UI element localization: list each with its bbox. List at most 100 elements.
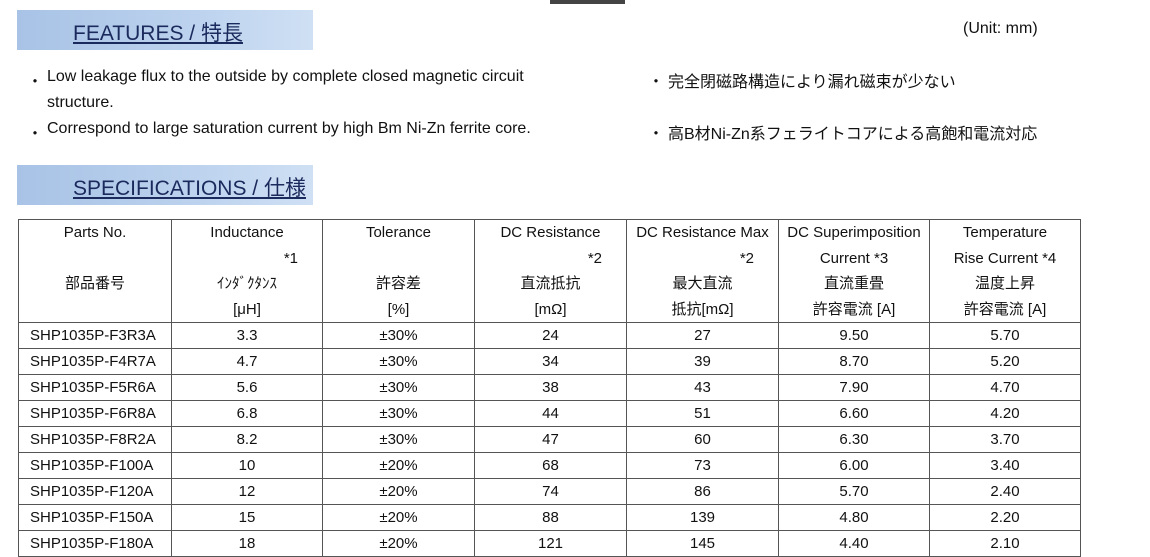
cell: ±30% <box>322 400 475 427</box>
section-title: FEATURES / 特長 <box>73 22 243 45</box>
header-text: 抵抗[mΩ] <box>671 300 734 318</box>
header-text: *1 <box>283 249 298 267</box>
cell: 4.80 <box>778 504 930 531</box>
feature-ja: ・完全閉磁路構造により漏れ磁束が少ない <box>648 68 956 92</box>
header-cell: Tolerance 許容差 [%] <box>322 219 475 323</box>
cell: 3.40 <box>929 452 1081 479</box>
cell: 121 <box>474 530 627 557</box>
cell: 44 <box>474 400 627 427</box>
cell: ±30% <box>322 348 475 375</box>
feature-en: ・ Correspond to large saturation current … <box>27 120 531 143</box>
header-text: *2 <box>739 249 754 267</box>
data-row: SHP1035P-F5R6A 5.6 ±30% 38 43 7.90 4.70 <box>18 374 1081 401</box>
header-text: Tolerance <box>365 224 432 241</box>
cell: 38 <box>474 374 627 401</box>
cell: 3.3 <box>171 322 323 349</box>
header-row: Parts No. 部品番号 Inductance *1 ｲﾝﾀﾞｸﾀﾝｽ [μH] Tol… <box>18 219 1081 323</box>
data-row: SHP1035P-F4R7A 4.7 ±30% 34 39 8.70 5.20 <box>18 348 1081 375</box>
cell: 2.20 <box>929 504 1081 531</box>
part-number: SHP1035P-F100A <box>18 452 172 479</box>
header-text: 温度上昇 <box>974 275 1035 292</box>
cell: 6.30 <box>778 426 930 453</box>
bullet: ・ <box>648 126 665 143</box>
cell: 18 <box>171 530 323 557</box>
cell: 39 <box>626 348 779 375</box>
cell: 12 <box>171 478 323 505</box>
cell: 10 <box>171 452 323 479</box>
feature-text: 高B材Ni-Zn系フェライトコアによる高飽和電流対応 <box>668 126 1038 143</box>
part-number: SHP1035P-F5R6A <box>18 374 172 401</box>
header-text: Inductance <box>210 224 284 241</box>
cell: 6.8 <box>171 400 323 427</box>
cell: 5.70 <box>929 322 1081 349</box>
image-fragment <box>550 0 625 4</box>
cell: 9.50 <box>778 322 930 349</box>
cell: 145 <box>626 530 779 557</box>
cell: 8.70 <box>778 348 930 375</box>
cell: 8.2 <box>171 426 323 453</box>
header-text: [%] <box>387 300 410 318</box>
header-text: DC Superimposition <box>787 224 921 241</box>
cell: 4.20 <box>929 400 1081 427</box>
blank-line <box>19 246 171 272</box>
cell: 6.00 <box>778 452 930 479</box>
feature-en: structure. <box>47 94 114 112</box>
header-cell: DC Superimposition Current *3 直流重畳 許容電流 [A] <box>778 219 930 323</box>
header-text: DC Resistance <box>500 224 601 241</box>
bullet: ・ <box>648 74 665 91</box>
header-cell: DC Resistance Max *2 最大直流 抵抗[mΩ] <box>626 219 779 323</box>
header-cell: Temperature Rise Current *4 温度上昇 許容電流 [A] <box>929 219 1081 323</box>
cell: 139 <box>626 504 779 531</box>
cell: 7.90 <box>778 374 930 401</box>
feature-text: Low leakage flux to the outside by compl… <box>47 68 524 85</box>
feature-text: Correspond to large saturation current b… <box>47 120 531 137</box>
cell: ±20% <box>322 530 475 557</box>
part-number: SHP1035P-F6R8A <box>18 400 172 427</box>
cell: 51 <box>626 400 779 427</box>
header-text: Parts No. <box>63 224 127 241</box>
cell: 5.20 <box>929 348 1081 375</box>
header-text: *2 <box>587 249 602 267</box>
section-title: SPECIFICATIONS / 仕様 <box>73 177 306 200</box>
cell: 88 <box>474 504 627 531</box>
feature-ja: ・高B材Ni-Zn系フェライトコアによる高飽和電流対応 <box>648 120 1038 144</box>
feature-text: structure. <box>47 94 114 111</box>
data-row: SHP1035P-F180A 18 ±20% 121 145 4.40 2.10 <box>18 530 1081 557</box>
cell: 34 <box>474 348 627 375</box>
cell: 4.70 <box>929 374 1081 401</box>
part-number: SHP1035P-F3R3A <box>18 322 172 349</box>
cell: 24 <box>474 322 627 349</box>
section-header: FEATURES / 特長 <box>17 10 313 50</box>
spec-table: Parts No. 部品番号 Inductance *1 ｲﾝﾀﾞｸﾀﾝｽ [μH] Tol… <box>18 219 1081 557</box>
header-text: 部品番号 <box>64 275 125 292</box>
blank-line <box>19 297 171 323</box>
part-number: SHP1035P-F4R7A <box>18 348 172 375</box>
cell: 73 <box>626 452 779 479</box>
header-text: 直流抵抗 <box>520 275 581 292</box>
cell: 74 <box>474 478 627 505</box>
cell: 5.70 <box>778 478 930 505</box>
part-number: SHP1035P-F180A <box>18 530 172 557</box>
data-row: SHP1035P-F150A 15 ±20% 88 139 4.80 2.20 <box>18 504 1081 531</box>
part-number: SHP1035P-F150A <box>18 504 172 531</box>
data-row: SHP1035P-F8R2A 8.2 ±30% 47 60 6.30 3.70 <box>18 426 1081 453</box>
cell: ±30% <box>322 322 475 349</box>
cell: 43 <box>626 374 779 401</box>
header-text: DC Resistance Max <box>636 224 769 241</box>
data-row: SHP1035P-F6R8A 6.8 ±30% 44 51 6.60 4.20 <box>18 400 1081 427</box>
cell: 5.6 <box>171 374 323 401</box>
blank-line <box>323 246 474 272</box>
section-header: SPECIFICATIONS / 仕様 <box>17 165 313 205</box>
bullet: ・ <box>27 126 44 143</box>
data-row: SHP1035P-F120A 12 ±20% 74 86 5.70 2.40 <box>18 478 1081 505</box>
cell: 2.10 <box>929 530 1081 557</box>
cell: 4.7 <box>171 348 323 375</box>
header-text: Current *3 <box>819 249 889 267</box>
header-text: [mΩ] <box>534 300 567 318</box>
cell: ±30% <box>322 374 475 401</box>
cell: 27 <box>626 322 779 349</box>
part-number: SHP1035P-F8R2A <box>18 426 172 453</box>
header-text: 直流重畳 <box>823 275 884 292</box>
cell: 6.60 <box>778 400 930 427</box>
